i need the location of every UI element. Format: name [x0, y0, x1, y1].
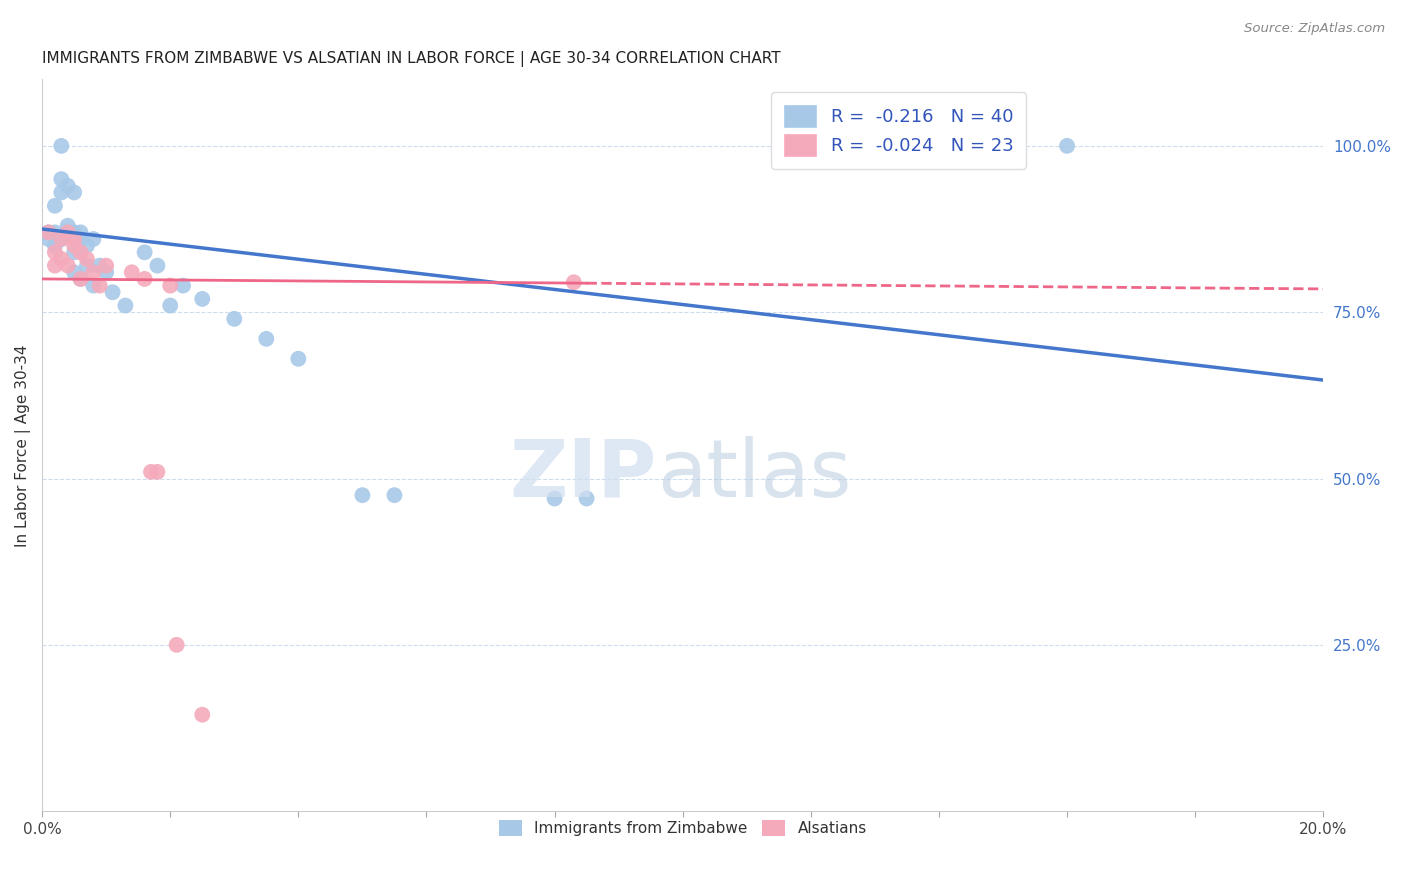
- Point: [44, 226, 66, 240]
- Text: ZIP: ZIP: [510, 435, 657, 514]
- Point: [121, 265, 143, 279]
- Point: [159, 299, 181, 313]
- Point: [352, 488, 374, 502]
- Point: [44, 245, 66, 260]
- Point: [114, 299, 136, 313]
- Point: [146, 259, 169, 273]
- Point: [89, 259, 111, 273]
- Point: [191, 292, 214, 306]
- Point: [101, 285, 124, 300]
- Text: atlas: atlas: [657, 435, 852, 514]
- Text: IMMIGRANTS FROM ZIMBABWE VS ALSATIAN IN LABOR FORCE | AGE 30-34 CORRELATION CHAR: IMMIGRANTS FROM ZIMBABWE VS ALSATIAN IN …: [42, 51, 780, 67]
- Point: [63, 245, 86, 260]
- Point: [82, 265, 104, 279]
- Point: [69, 272, 91, 286]
- Point: [76, 238, 98, 252]
- Point: [562, 275, 585, 289]
- Point: [69, 226, 91, 240]
- Point: [63, 232, 86, 246]
- Point: [76, 252, 98, 266]
- Point: [134, 272, 156, 286]
- Point: [38, 226, 60, 240]
- Point: [63, 186, 86, 200]
- Point: [384, 488, 406, 502]
- Point: [543, 491, 565, 506]
- Point: [89, 278, 111, 293]
- Legend: Immigrants from Zimbabwe, Alsatians: Immigrants from Zimbabwe, Alsatians: [491, 812, 875, 844]
- Point: [82, 278, 104, 293]
- Point: [44, 199, 66, 213]
- Point: [63, 265, 86, 279]
- Point: [56, 226, 79, 240]
- Point: [134, 245, 156, 260]
- Point: [63, 226, 86, 240]
- Point: [44, 259, 66, 273]
- Point: [1056, 139, 1078, 153]
- Point: [96, 265, 118, 279]
- Point: [146, 465, 169, 479]
- Point: [51, 172, 73, 186]
- Point: [38, 232, 60, 246]
- Point: [575, 491, 598, 506]
- Point: [76, 259, 98, 273]
- Y-axis label: In Labor Force | Age 30-34: In Labor Force | Age 30-34: [15, 344, 31, 547]
- Point: [56, 259, 79, 273]
- Text: Source: ZipAtlas.com: Source: ZipAtlas.com: [1244, 22, 1385, 36]
- Point: [56, 226, 79, 240]
- Point: [51, 139, 73, 153]
- Point: [172, 278, 194, 293]
- Point: [69, 272, 91, 286]
- Point: [51, 186, 73, 200]
- Point: [96, 259, 118, 273]
- Point: [191, 707, 214, 722]
- Point: [38, 226, 60, 240]
- Point: [69, 232, 91, 246]
- Point: [159, 278, 181, 293]
- Point: [287, 351, 309, 366]
- Point: [56, 178, 79, 193]
- Point: [51, 252, 73, 266]
- Point: [51, 232, 73, 246]
- Point: [82, 232, 104, 246]
- Point: [166, 638, 188, 652]
- Point: [51, 232, 73, 246]
- Point: [63, 238, 86, 252]
- Point: [56, 219, 79, 233]
- Point: [44, 238, 66, 252]
- Point: [254, 332, 277, 346]
- Point: [224, 311, 246, 326]
- Point: [139, 465, 162, 479]
- Point: [69, 245, 91, 260]
